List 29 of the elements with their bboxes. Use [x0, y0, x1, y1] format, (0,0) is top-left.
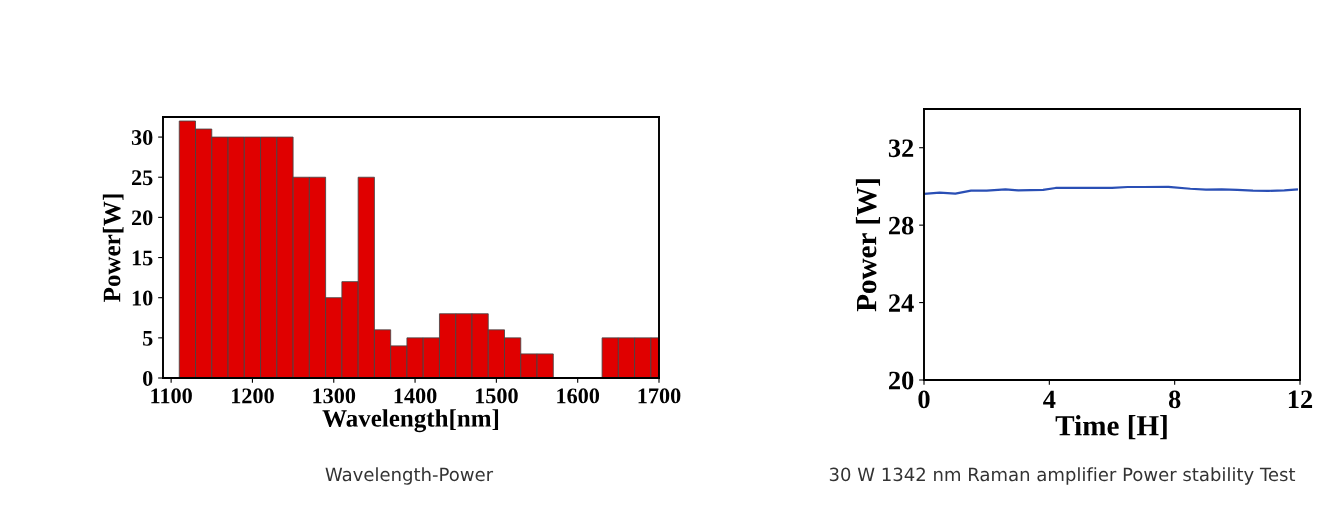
y-axis-title: Power[W]	[102, 194, 124, 302]
x-tick-label: 1200	[232, 388, 274, 404]
x-tick-label: 0	[918, 390, 930, 409]
y-tick-label: 20	[131, 210, 153, 226]
y-tick-label: 30	[131, 130, 153, 146]
line-series	[924, 185, 1298, 195]
y-tick-label: 28	[889, 216, 914, 235]
x-axis-title: Wavelength[nm]	[322, 409, 499, 433]
y-tick-label: 20	[889, 371, 914, 390]
y-tick-label: 15	[132, 250, 153, 266]
y-tick-label: 5	[143, 331, 153, 346]
y-tick-label: 25	[131, 170, 153, 186]
x-tick-label: 1700	[638, 388, 681, 404]
x-tick-label: 1400	[394, 388, 437, 404]
x-tick-label: 1600	[557, 388, 600, 404]
x-tick-label: 8	[1168, 390, 1181, 409]
y-tick-label: 0	[143, 370, 153, 386]
x-tick-label: 1100	[151, 388, 192, 404]
x-tick-label: 4	[1043, 390, 1056, 409]
x-axis-title: Time [H]	[1055, 415, 1167, 440]
y-tick-label: 24	[889, 294, 914, 312]
text: Wavelength-Power	[325, 467, 494, 485]
x-tick-label: 1500	[475, 388, 518, 404]
y-tick-label: 10	[132, 290, 153, 306]
x-tick-label: 1300	[313, 388, 356, 404]
y-axis-title: Power [W]	[855, 179, 881, 312]
x-tick-label: 12	[1288, 390, 1313, 409]
y-tick-label: 32	[888, 139, 914, 158]
text: 30 W 1342 nm Raman amplifier Power stability Test	[829, 467, 1296, 485]
